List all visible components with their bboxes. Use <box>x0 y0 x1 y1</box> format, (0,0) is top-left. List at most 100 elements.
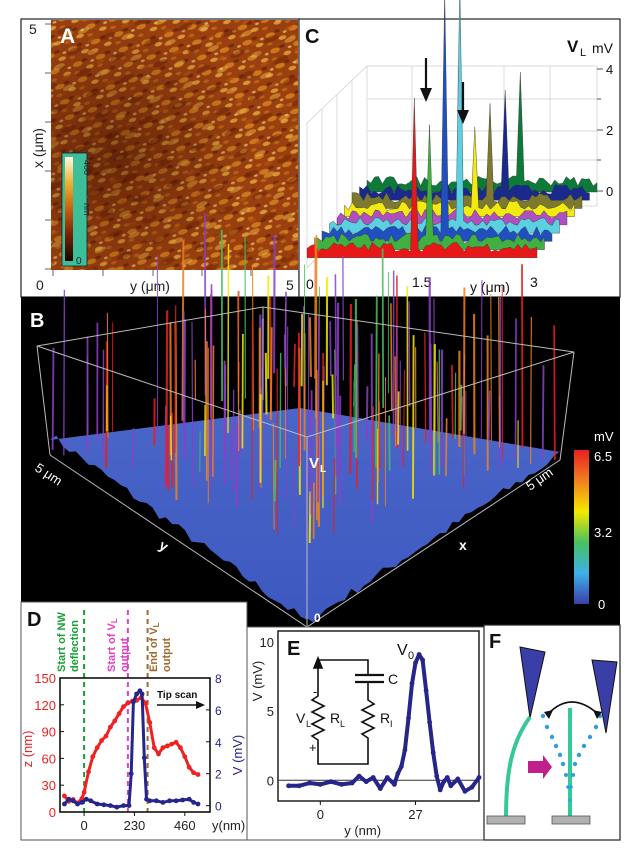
panel-c-x-tick-3: 3 <box>530 274 538 290</box>
voltage-spike <box>397 391 400 445</box>
voltage-spike <box>514 318 517 461</box>
chart-d-point <box>116 711 122 717</box>
chart-e-point <box>384 775 390 780</box>
chart-e-frame <box>277 630 480 802</box>
waterfall-trace <box>314 124 545 250</box>
chart-d-point <box>154 798 159 804</box>
chart-d-right-label: V (mV) <box>230 735 245 775</box>
chart-d-point <box>79 800 85 805</box>
chart-d-right-tick: 6 <box>215 704 222 718</box>
panel-c-z-sub: L <box>580 47 586 59</box>
chart-d-x-tick: 230 <box>124 818 146 833</box>
panel-c-arrow-1 <box>420 58 432 102</box>
tip-scan-arrow <box>157 701 205 709</box>
chart-e-point <box>409 681 415 686</box>
colorbar-b-tick-6-5: 6.5 <box>594 449 612 464</box>
voltage-spike <box>317 315 320 503</box>
annotation-nw-line1: Start of NW <box>56 612 68 673</box>
substrate-right <box>551 815 591 825</box>
circuit-r1-sub: L <box>340 719 345 729</box>
colorbar-a-scale <box>65 157 73 261</box>
voltage-spike <box>63 289 66 456</box>
chart-d-left-tick: 30 <box>42 778 56 793</box>
voltage-spike <box>106 312 109 438</box>
chart-d-point <box>121 704 126 709</box>
panel-b-vl-label: V <box>309 455 319 472</box>
chart-e-y-tick: 0 <box>267 773 274 788</box>
chart-d-point <box>160 745 166 751</box>
chart-d-x-tick: 0 <box>80 818 87 833</box>
chart-d-left-tick: 150 <box>34 671 56 686</box>
voltage-spike <box>269 327 273 420</box>
circuit-cap-label: C <box>388 671 398 687</box>
panel-c-waterfall-traces <box>306 0 598 258</box>
panel-a-x-tick-5: 5 <box>286 277 294 293</box>
panel-a: A 5 0 5 y (μm) x (μm) 400 nm 0 <box>20 18 300 298</box>
voltage-spike <box>553 325 556 461</box>
chart-e-point <box>363 779 369 785</box>
afm-topography-image <box>51 20 298 270</box>
circuit-minus: - <box>313 684 317 699</box>
chart-e-point <box>356 773 362 779</box>
waterfall-trace <box>306 97 538 258</box>
panel-a-x-tick-0: 0 <box>36 277 44 293</box>
panel-d-annotation-nw: Start of NW deflection <box>56 612 81 673</box>
chart-d-point <box>178 745 183 751</box>
chart-e-point <box>413 660 418 666</box>
chart-d-right-tick: 2 <box>215 768 222 782</box>
voltage-spike <box>529 316 533 465</box>
chart-d-point <box>62 793 67 799</box>
voltage-spike <box>183 319 186 459</box>
chart-d-point <box>114 804 120 810</box>
peak-label: V <box>397 642 408 659</box>
chart-d-point <box>86 769 91 775</box>
chart-d-point <box>70 798 76 804</box>
voltage-spike <box>227 243 230 434</box>
waterfall-trace <box>351 103 583 209</box>
chart-e-point <box>402 747 408 753</box>
chart-d-point <box>182 754 188 759</box>
voltage-spike <box>480 280 483 439</box>
chart-d-point <box>151 745 157 751</box>
chart-d-point <box>88 798 94 804</box>
chart-e-point <box>469 784 475 790</box>
voltage-spike <box>388 415 391 471</box>
chart-d-point <box>195 801 201 807</box>
panel-c-z-unit: mV <box>592 40 614 56</box>
chart-d-point <box>173 798 179 804</box>
chart-d-point <box>160 800 166 805</box>
panel-b-voltage-spikes <box>51 213 556 544</box>
voltage-spike <box>286 326 289 499</box>
panel-b-vl-sub: L <box>320 464 326 475</box>
panel-a-y-tick-5: 5 <box>29 21 37 37</box>
chart-d-point <box>99 738 104 743</box>
chart-d-left-label: z (nm) <box>20 731 35 768</box>
voltage-spike <box>412 335 415 499</box>
chart-d-point <box>131 699 136 705</box>
chart-d-x-tick: 460 <box>174 818 196 833</box>
chart-e-point <box>448 783 454 789</box>
chart-d-point <box>141 755 147 761</box>
voltage-spike <box>342 255 345 381</box>
panel-b-origin: 0 <box>314 611 321 625</box>
chart-e-point <box>455 776 461 782</box>
circuit-wire-top <box>317 659 369 693</box>
chart-d-right-tick: 0 <box>215 800 222 814</box>
annotation-nw-line2: deflection <box>69 620 81 672</box>
chart-d-frame <box>59 677 211 813</box>
voltage-spike <box>331 374 335 419</box>
panel-a-x-ticks <box>52 270 252 276</box>
panel-c-x-label: y (μm) <box>470 279 510 295</box>
chart-d-right-tick: 8 <box>215 672 222 686</box>
voltage-spike <box>332 458 336 533</box>
panel-label-b: B <box>30 310 44 332</box>
annotation-end-line1: End of V <box>148 627 160 672</box>
chart-d-point <box>108 724 113 730</box>
panel-a-x-label: y (μm) <box>130 278 170 294</box>
voltage-spike <box>315 370 319 521</box>
voltage-spike <box>424 332 427 443</box>
circuit-diagram <box>310 655 384 765</box>
panel-c-x-tick-1-5: 1.5 <box>412 274 432 290</box>
